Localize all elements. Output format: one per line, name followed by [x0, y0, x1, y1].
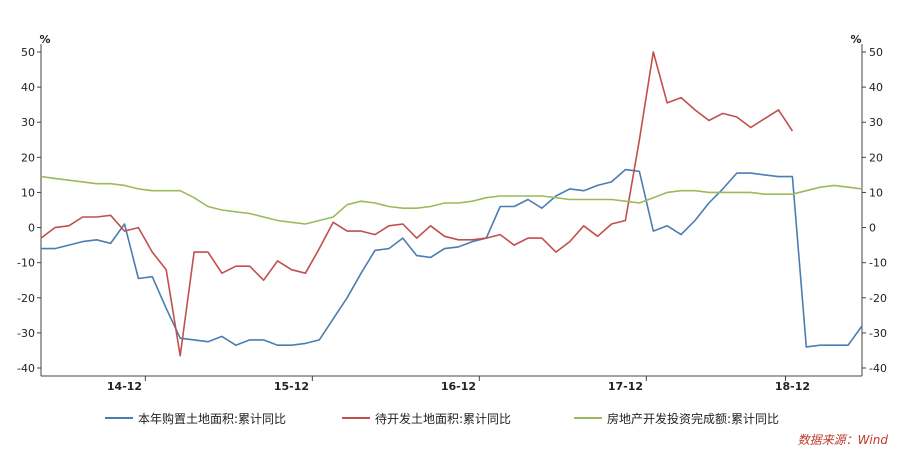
x-tick-label: 17-12 [608, 380, 643, 393]
y-tick-label-left: 40 [21, 81, 35, 94]
y-tick-label-right: 30 [869, 116, 883, 129]
legend-label-2: 待开发土地面积:累计同比 [375, 411, 511, 426]
y-tick-label-right: 10 [869, 186, 883, 199]
y-tick-label-left: 0 [28, 222, 35, 235]
y-tick-label-right: -30 [869, 327, 887, 340]
y-tick-label-right: -20 [869, 292, 887, 305]
series-line-2 [40, 51, 794, 357]
y-unit-right: % [850, 33, 861, 46]
legend-label-3: 房地产开发投资完成额:累计同比 [607, 411, 779, 426]
y-tick-label-left: -30 [17, 327, 35, 340]
series-line-1 [41, 168, 863, 348]
series-line-3 [40, 175, 863, 225]
y-tick-label-right: 0 [869, 222, 876, 235]
y-unit-left: % [39, 33, 50, 46]
y-tick-label-left: -40 [17, 362, 35, 375]
axes: % % -40 -40 -30 -30 -20 -20 -10 -10 0 0 10 10 20 20 30 30… [17, 33, 887, 393]
y-tick-label-right: 20 [869, 151, 883, 164]
y-tick-label-left: -10 [17, 257, 35, 270]
y-tick-label-right: 50 [869, 46, 883, 59]
y-tick-label-left: 50 [21, 46, 35, 59]
y-tick-label-left: 20 [21, 151, 35, 164]
x-tick-label: 18-12 [775, 380, 810, 393]
y-tick-label-right: 40 [869, 81, 883, 94]
x-tick-label: 15-12 [274, 380, 309, 393]
legend-label-1: 本年购置土地面积:累计同比 [138, 411, 286, 426]
x-tick-label: 16-12 [441, 380, 476, 393]
source-note: 数据来源：Wind [798, 433, 889, 447]
x-tick-label: 14-12 [107, 380, 142, 393]
y-tick-label-right: -10 [869, 257, 887, 270]
legend: 本年购置土地面积:累计同比 待开发土地面积:累计同比 房地产开发投资完成额:累计同比 [105, 411, 779, 426]
series-lines [40, 51, 863, 357]
y-tick-label-left: 30 [21, 116, 35, 129]
y-tick-label-left: 10 [21, 186, 35, 199]
y-tick-label-right: -40 [869, 362, 887, 375]
y-tick-label-left: -20 [17, 292, 35, 305]
